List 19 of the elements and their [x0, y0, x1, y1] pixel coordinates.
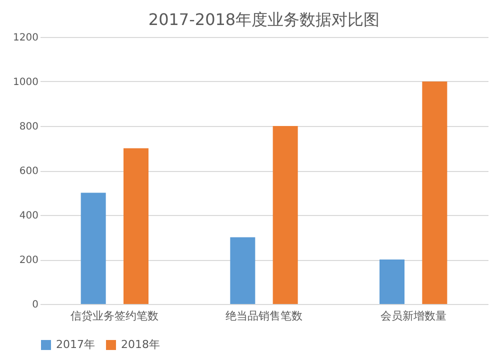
legend-label: 2018年	[121, 338, 160, 351]
bar	[380, 260, 404, 304]
y-tick-label: 800	[19, 122, 38, 132]
x-tick-label: 会员新增数量	[380, 310, 446, 322]
x-tick-label: 信贷业务签约笔数	[70, 310, 159, 322]
y-tick-label: 0	[32, 300, 38, 310]
y-tick-label: 200	[19, 255, 38, 266]
y-tick-label: 400	[19, 210, 38, 222]
x-tick-label: 绝当品销售笔数	[226, 310, 302, 322]
bar	[124, 148, 148, 304]
bar	[230, 237, 256, 304]
y-tick-label: 1000	[13, 77, 38, 88]
bar	[422, 82, 448, 304]
bar	[80, 192, 106, 304]
bar	[272, 126, 298, 304]
legend-label: 2017年	[56, 338, 95, 351]
chart-title: 2017-2018年度业务数据对比图	[148, 10, 380, 29]
y-tick-label: 600	[19, 166, 38, 177]
y-tick-label: 1200	[13, 32, 38, 44]
